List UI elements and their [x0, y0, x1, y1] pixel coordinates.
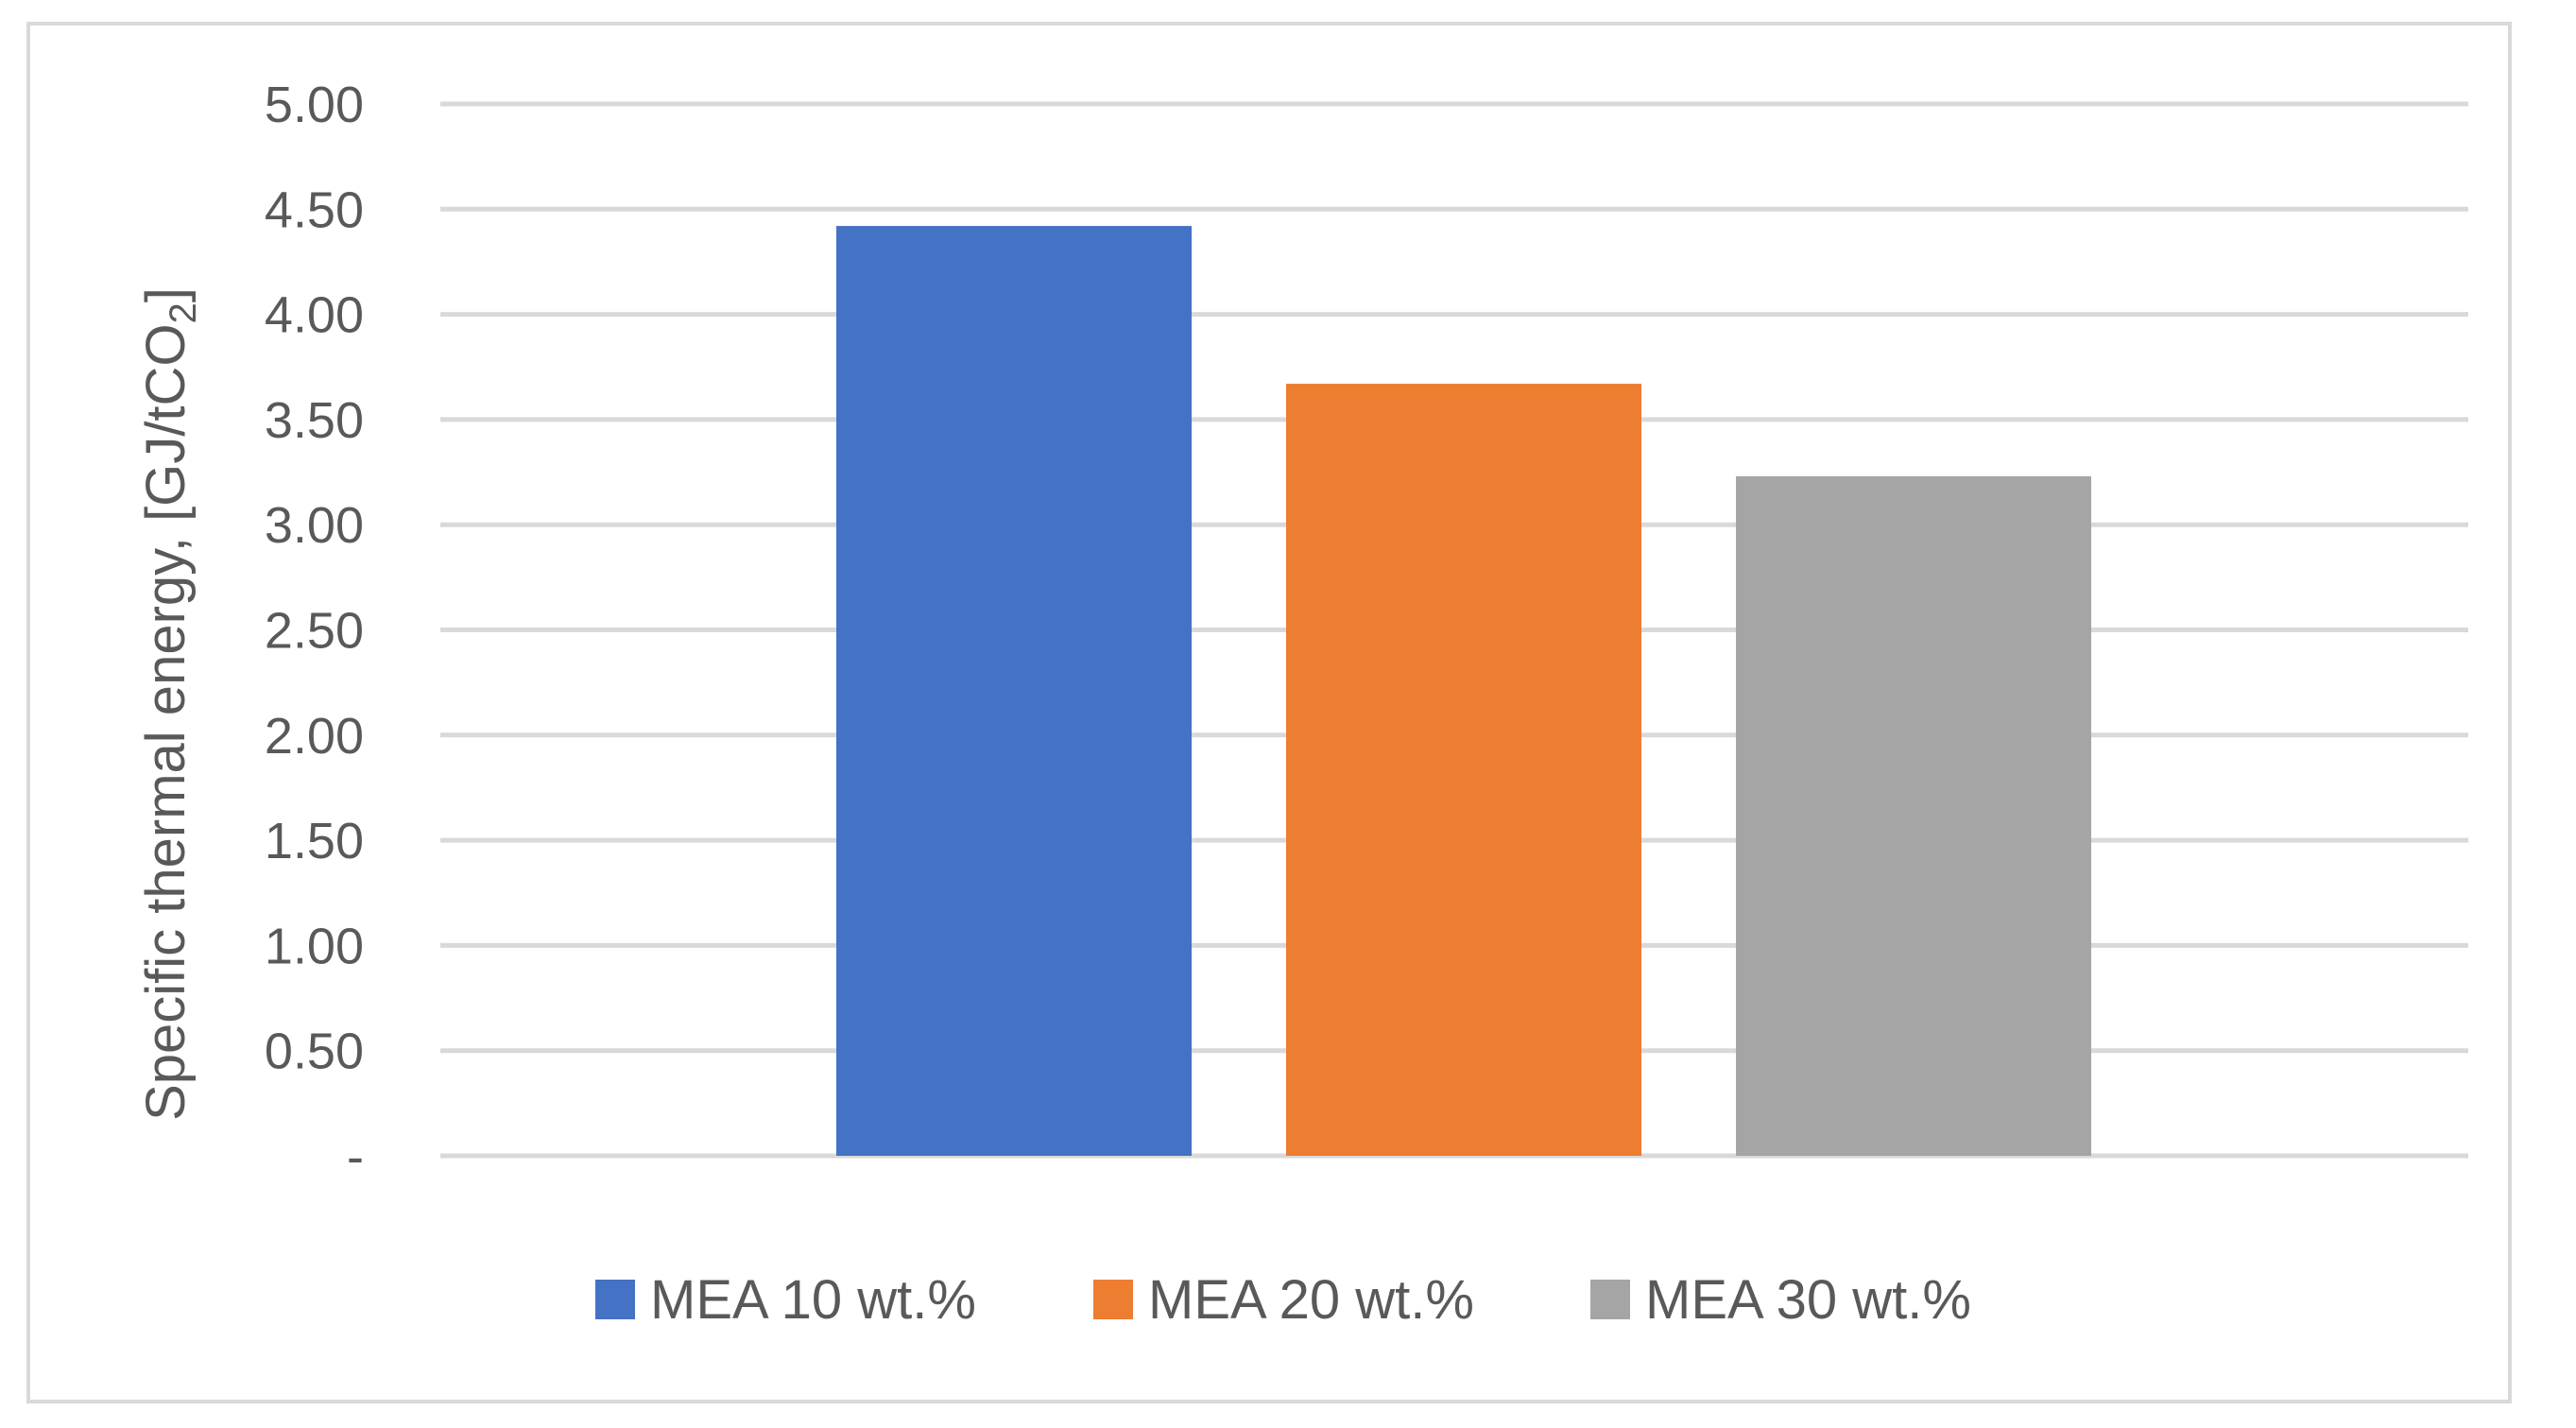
y-tick-label: 2.50: [265, 603, 364, 660]
legend-swatch: [1590, 1280, 1630, 1319]
legend: MEA 10 wt.% MEA 20 wt.% MEA 30 wt.%: [595, 1269, 1971, 1331]
gridlines: [440, 101, 2468, 1159]
y-tick-label: 2.00: [265, 708, 364, 765]
y-tick-label: -: [347, 1128, 364, 1185]
bar-2: [1286, 384, 1641, 1157]
y-tick-label: 5.00: [265, 77, 364, 133]
legend-label: MEA 30 wt.%: [1645, 1269, 1971, 1331]
y-tick-label: 1.50: [265, 813, 364, 869]
legend-swatch: [1093, 1280, 1133, 1319]
legend-label: MEA 20 wt.%: [1148, 1269, 1474, 1331]
y-tick-label: 0.50: [265, 1024, 364, 1080]
bar-3: [1736, 476, 2091, 1156]
y-tick-label: 3.50: [265, 392, 364, 449]
y-tick-label: 4.50: [265, 181, 364, 238]
y-axis-label: Specific thermal energy, [GJ/tCO2]: [135, 287, 204, 1121]
chart-frame: [26, 22, 2512, 1403]
y-tick-label: 3.00: [265, 497, 364, 554]
y-axis-ticks: - 0.50 1.00 1.50 2.00 2.50 3.00 3.50 4.00 4.50 5.0…: [265, 77, 364, 1185]
bar-1: [836, 226, 1192, 1156]
legend-label: MEA 10 wt.%: [650, 1269, 976, 1331]
y-tick-label: 1.00: [265, 918, 364, 974]
y-tick-label: 4.00: [265, 287, 364, 344]
bars: [836, 226, 2091, 1157]
legend-swatch: [595, 1280, 635, 1319]
